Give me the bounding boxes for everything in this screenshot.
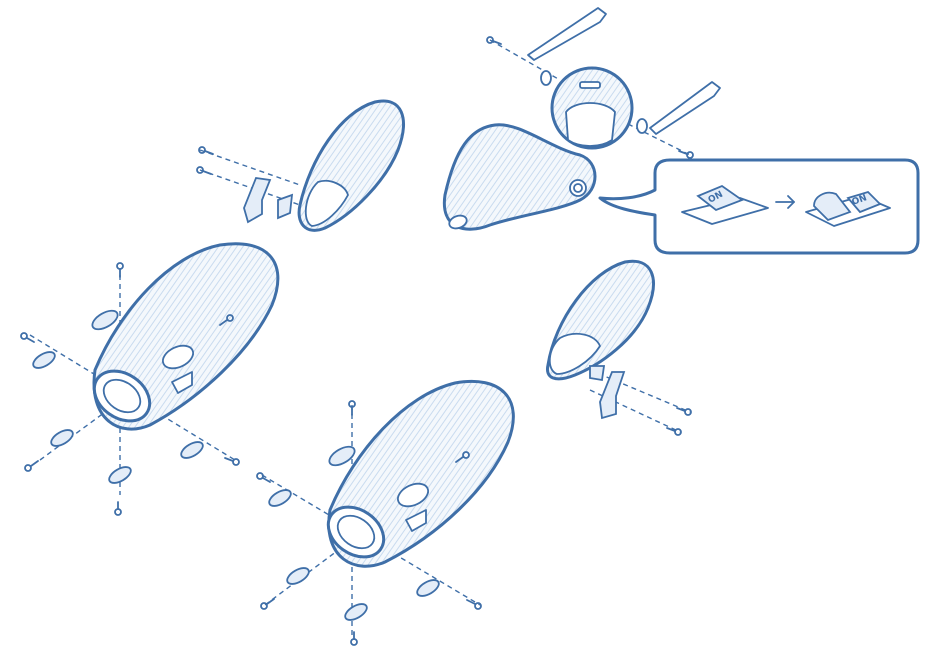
side-disk-bottom [344, 603, 368, 621]
side-disk-left [32, 351, 56, 369]
button-hole [396, 482, 430, 508]
axis-line [619, 119, 691, 156]
screw-icon [198, 146, 214, 155]
tapered-nozzle-right [545, 259, 692, 436]
side-disk-top [328, 445, 356, 467]
screw-icon [20, 332, 35, 343]
screw-icon [224, 457, 240, 466]
side-disk-lower-left [286, 567, 310, 585]
side-disk-left [268, 489, 292, 507]
side-disk-right [180, 441, 204, 459]
switch-callout: ON ON [598, 158, 920, 255]
barrel-end-inner [102, 378, 142, 414]
side-disk-lower-left [50, 429, 74, 447]
cap-shell [442, 123, 597, 231]
screw-icon [24, 460, 39, 472]
dome-slot [579, 81, 601, 89]
screw-icon [196, 166, 212, 175]
screw-icon [666, 427, 682, 436]
dome-assembly [486, 7, 721, 159]
base-cap [442, 123, 597, 231]
screw-icon [256, 472, 271, 483]
tapered-nozzle-top [196, 99, 405, 232]
screw-icon [348, 400, 356, 416]
switch-plate [846, 190, 882, 214]
clip-part [599, 371, 626, 420]
dome-window [565, 102, 616, 147]
cap-knob-inner [573, 183, 583, 193]
clip-tab [277, 193, 294, 220]
barrel-body-left [20, 242, 280, 516]
button-hole [161, 344, 195, 370]
screw-icon [486, 36, 502, 45]
side-disk-bottom [108, 466, 132, 484]
screw-icon [116, 262, 124, 278]
clip-part [243, 177, 272, 224]
switch-rocker [696, 184, 744, 212]
washer-left [540, 70, 552, 86]
screw-icon [455, 451, 470, 463]
barrel-end-inner [336, 514, 376, 550]
rail-left [527, 7, 607, 61]
screw-icon [350, 631, 358, 646]
screw-icon [466, 599, 482, 610]
side-disk-top [91, 309, 119, 331]
screw-icon [114, 501, 122, 516]
nozzle-tip [548, 332, 601, 375]
axis-line [589, 369, 691, 413]
side-disk-right [416, 579, 440, 597]
arrow-right-icon [775, 195, 795, 209]
switch-after: ON [805, 190, 891, 227]
clip-tab [589, 365, 606, 382]
axis-line [199, 149, 301, 186]
washer-right [636, 118, 648, 134]
cap-port [448, 214, 468, 230]
switch-label-after: ON [851, 193, 869, 208]
slot-notch [405, 509, 427, 532]
slot-notch [171, 371, 193, 394]
switch-rocker [813, 191, 852, 222]
screw-icon [260, 598, 275, 610]
screw-icon [678, 150, 694, 159]
screw-icon [676, 407, 692, 416]
rail-right [649, 81, 721, 135]
screw-icon [219, 314, 234, 326]
nozzle-tip [304, 180, 349, 227]
barrel-body-right [256, 380, 515, 646]
axis-line [589, 389, 681, 433]
switch-before: ON [681, 184, 769, 225]
